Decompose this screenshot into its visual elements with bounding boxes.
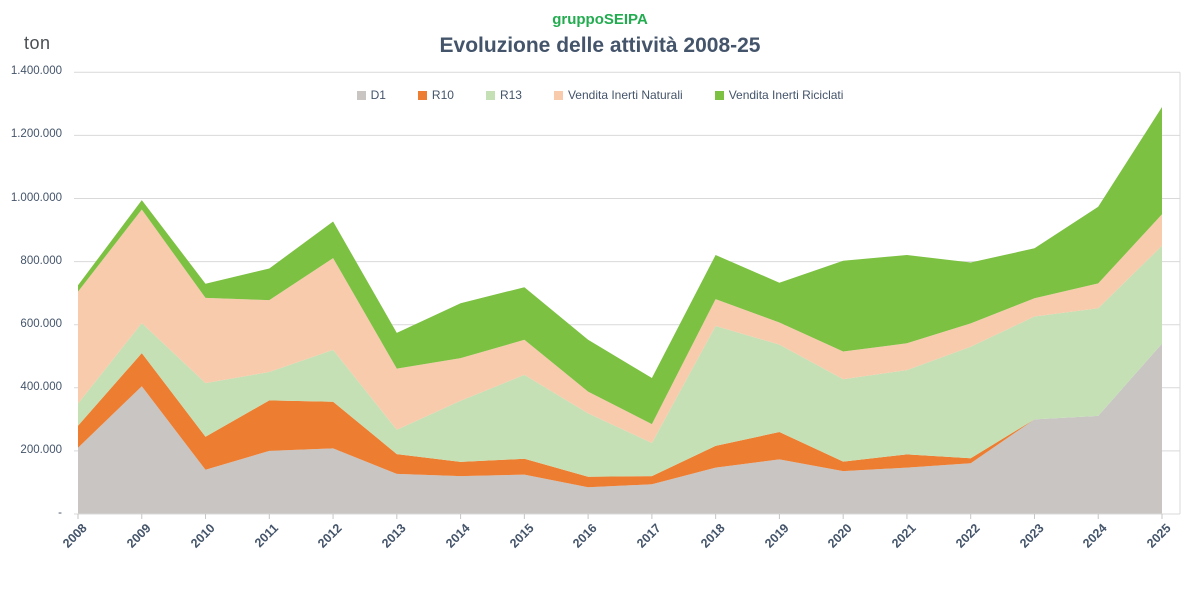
legend-swatch [553, 90, 563, 100]
y-axis-tick-label: 600.000 [20, 317, 62, 330]
y-axis-tick-label: - [58, 507, 62, 519]
legend-label: Vendita Inerti Riciclati [728, 88, 844, 102]
y-axis-tick-label: 1.000.000 [10, 191, 62, 204]
area-vendita-inerti-naturali [78, 209, 1162, 443]
legend-item: R10 [417, 88, 454, 102]
y-axis-tick-label: 200.000 [20, 443, 62, 456]
chart-title: Evoluzione delle attività 2008-25 [439, 34, 761, 57]
legend-swatch [714, 90, 724, 100]
y-axis-tick-label: 800.000 [20, 254, 62, 267]
area-r10 [78, 343, 1162, 488]
legend-item: R13 [485, 88, 522, 102]
brand-title: gruppoSEIPA [552, 11, 648, 28]
y-axis-tick-label: 1.400.000 [10, 65, 62, 78]
legend-item: Vendita Inerti Riciclati [714, 88, 844, 102]
legend-swatch [417, 90, 427, 100]
legend-swatch [356, 90, 366, 100]
legend-label: R10 [431, 88, 454, 102]
y-axis-unit-label: ton [24, 33, 51, 53]
y-axis-tick-label: 1.200.000 [10, 128, 62, 141]
area-r13 [78, 245, 1162, 477]
legend-label: R13 [499, 88, 522, 102]
legend: D1 R10 R13 Vendita Inerti Naturali Vendita I… [0, 88, 1200, 102]
area-d1 [78, 343, 1162, 514]
legend-label: Vendita Inerti Naturali [567, 88, 683, 102]
area-vendita-inerti-riciclati [78, 107, 1162, 425]
legend-item: Vendita Inerti Naturali [553, 88, 683, 102]
legend-swatch [485, 90, 495, 100]
legend-item: D1 [356, 88, 386, 102]
y-axis-tick-label: 400.000 [20, 380, 62, 393]
legend-label: D1 [370, 88, 386, 102]
